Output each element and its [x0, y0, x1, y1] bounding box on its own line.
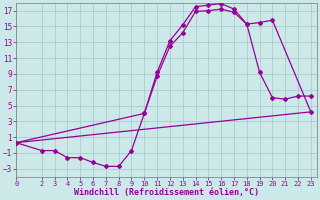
X-axis label: Windchill (Refroidissement éolien,°C): Windchill (Refroidissement éolien,°C) — [74, 188, 259, 197]
